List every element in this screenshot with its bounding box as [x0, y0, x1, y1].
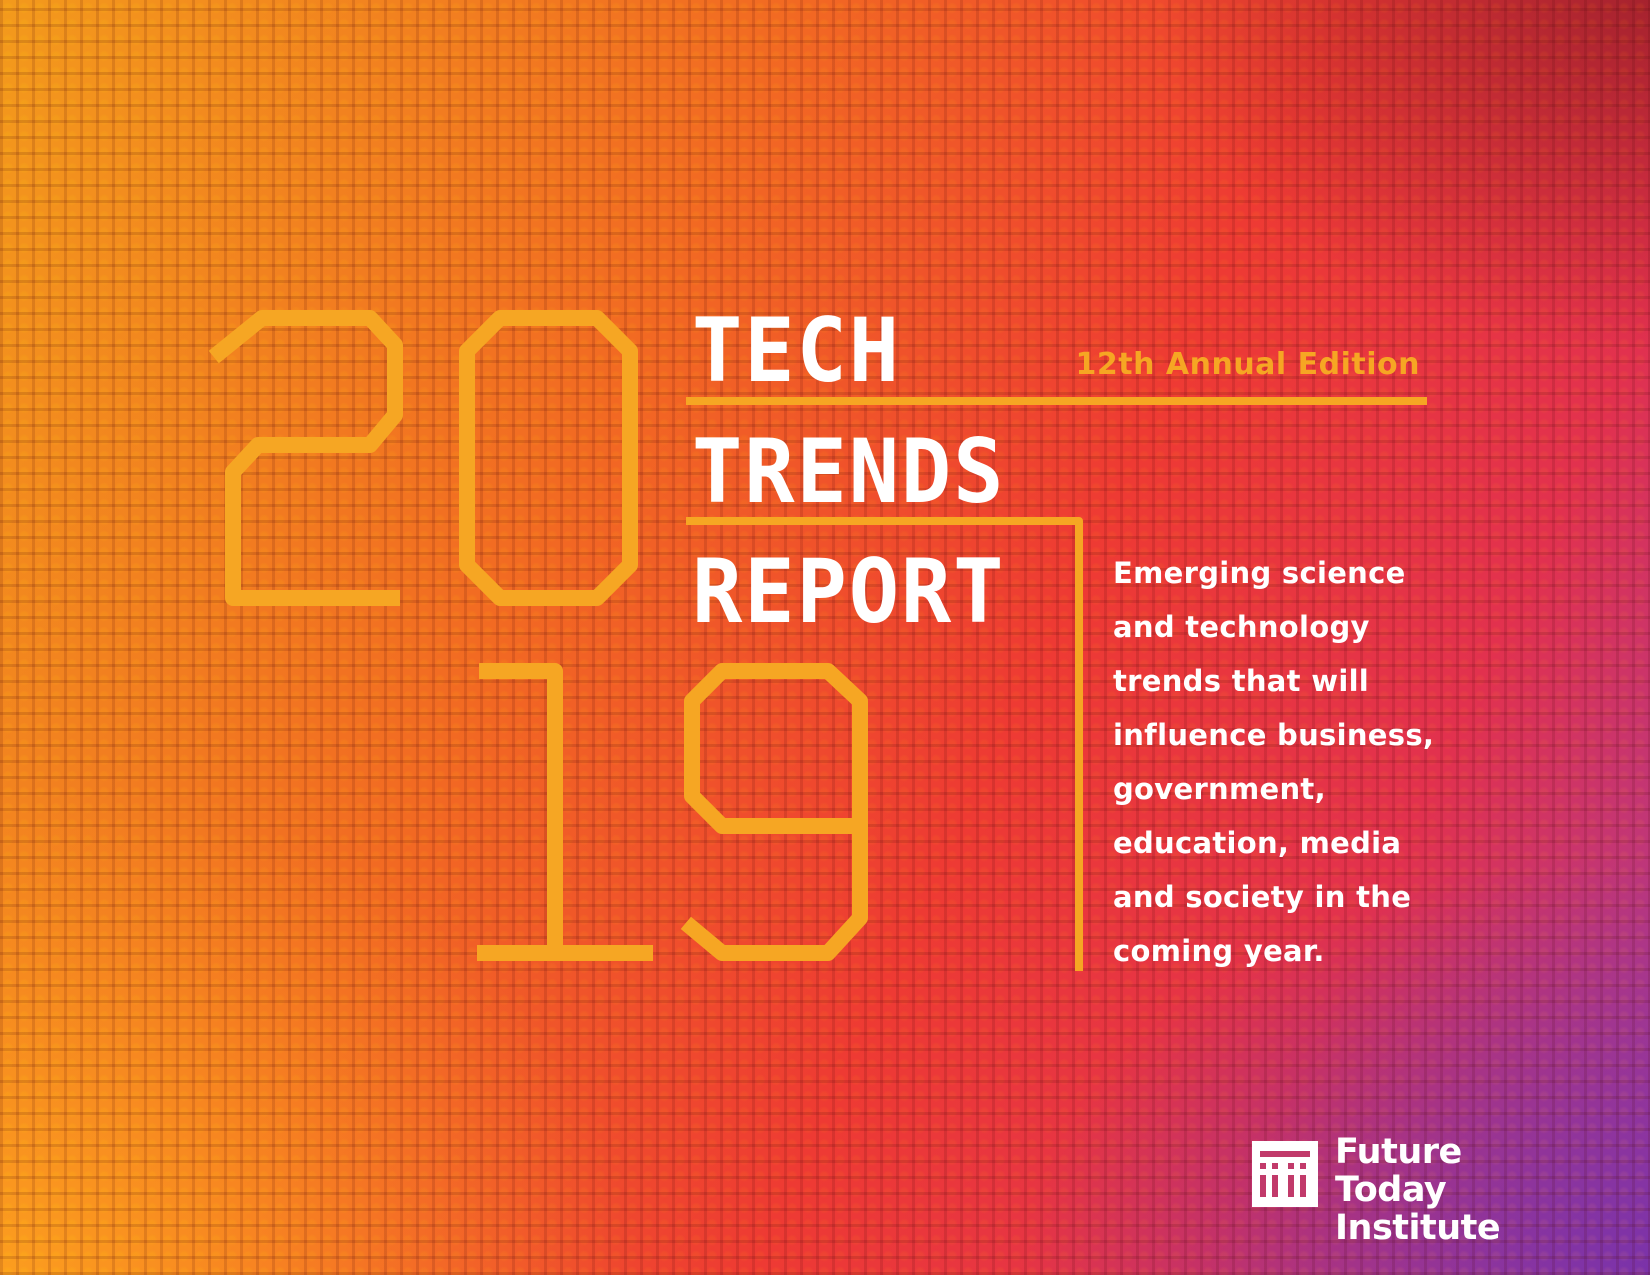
edition-label: 12th Annual Edition [1075, 347, 1420, 382]
tagline-line: and technology [1113, 610, 1370, 644]
logo-name-line: Institute [1335, 1208, 1501, 1248]
tagline-line: coming year. [1113, 934, 1325, 968]
fti-logo-name: Future Today Institute [1335, 1133, 1582, 1247]
year-digit-2 [208, 310, 403, 606]
year-digit-1 [477, 663, 653, 961]
fti-logo-icon [1252, 1141, 1318, 1207]
tagline-line: influence business, [1113, 718, 1435, 752]
logo-name-line: Future Today [1335, 1132, 1462, 1210]
title-line-report: REPORT [692, 540, 1006, 643]
tagline-line: government, [1113, 772, 1326, 806]
tagline-line: education, media [1113, 826, 1402, 860]
tagline-line: Emerging science [1113, 556, 1406, 590]
fti-logo: Future Today Institute [1252, 1133, 1582, 1247]
year-digit-9 [680, 663, 868, 961]
tagline: Emerging science and technology trends t… [1113, 546, 1443, 978]
title-line-trends: TRENDS [692, 420, 1006, 523]
tagline-line: trends that will [1113, 664, 1370, 698]
rule-under-trends [686, 517, 1083, 971]
year-digit-0 [459, 310, 638, 606]
title-line-tech: TECH [692, 299, 901, 402]
tagline-line: and society in the [1113, 880, 1412, 914]
